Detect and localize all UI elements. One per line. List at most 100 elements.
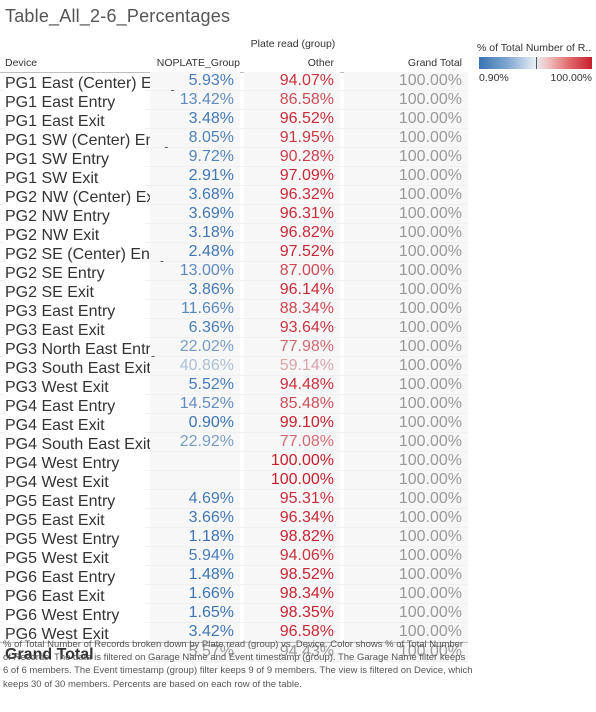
noplate-cell[interactable]: 11.66% [150,300,240,318]
other-cell[interactable]: 98.35% [244,604,340,622]
other-cell[interactable]: 77.98% [244,338,340,356]
grand-total-cell[interactable]: 100.00% [344,262,468,280]
other-cell[interactable]: 98.52% [244,566,340,584]
other-cell[interactable]: 94.48% [244,376,340,394]
grand-total-cell[interactable]: 100.00% [344,395,468,413]
device-label[interactable]: Grand Total [5,646,145,664]
grand-total-cell[interactable]: 100.00% [344,547,468,565]
other-cell[interactable]: 96.14% [244,281,340,299]
grand-total-cell[interactable]: 100.00% [344,319,468,337]
device-label[interactable]: PG4 West Exit [5,474,145,492]
device-label[interactable]: PG2 SE Exit [5,284,145,302]
noplate-cell[interactable]: 0.90% [150,414,240,432]
grand-total-cell[interactable]: 100.00% [344,300,468,318]
device-label[interactable]: PG5 East Exit [5,512,145,530]
noplate-cell[interactable]: 3.18% [150,224,240,242]
noplate-cell[interactable]: 3.68% [150,186,240,204]
other-cell[interactable]: 59.14% [244,357,340,375]
device-label[interactable]: PG2 NW Exit [5,227,145,245]
noplate-cell[interactable]: 5.52% [150,376,240,394]
grand-total-cell[interactable]: 100.00% [344,281,468,299]
device-label[interactable]: PG2 SE Entry [5,265,145,283]
noplate-cell[interactable]: 5.57% [150,643,240,661]
grand-total-cell[interactable]: 100.00% [344,623,468,641]
noplate-cell[interactable]: 8.05% [150,129,240,147]
header-other[interactable]: Other [307,57,334,69]
grand-total-cell[interactable]: 100.00% [344,566,468,584]
other-cell[interactable]: 95.31% [244,490,340,508]
noplate-cell[interactable]: 1.48% [150,566,240,584]
other-cell[interactable]: 77.08% [244,433,340,451]
grand-total-cell[interactable]: 100.00% [344,72,468,90]
noplate-cell[interactable]: 5.94% [150,547,240,565]
other-cell[interactable]: 85.48% [244,395,340,413]
noplate-cell[interactable]: 2.91% [150,167,240,185]
other-cell[interactable]: 96.32% [244,186,340,204]
other-cell[interactable]: 91.95% [244,129,340,147]
grand-total-cell[interactable]: 100.00% [344,167,468,185]
grand-total-cell[interactable]: 100.00% [344,110,468,128]
other-cell[interactable]: 97.09% [244,167,340,185]
noplate-cell[interactable]: 22.92% [150,433,240,451]
grand-total-cell[interactable]: 100.00% [344,509,468,527]
noplate-cell[interactable]: 9.72% [150,148,240,166]
legend-color-bar[interactable] [479,57,592,69]
device-label[interactable]: PG6 East Entry [5,569,145,587]
other-cell[interactable]: 94.07% [244,72,340,90]
grand-total-cell[interactable]: 100.00% [344,585,468,603]
other-cell[interactable]: 98.82% [244,528,340,546]
device-label[interactable]: PG3 East Entry [5,303,145,321]
header-device[interactable]: Device [5,57,38,69]
other-cell[interactable]: 90.28% [244,148,340,166]
device-label[interactable]: PG4 South East Exit [5,436,151,454]
noplate-cell[interactable]: 22.02% [150,338,240,356]
grand-total-cell[interactable]: 100.00% [344,528,468,546]
device-label[interactable]: PG3 West Exit [5,379,145,397]
noplate-cell[interactable]: 1.66% [150,585,240,603]
grand-total-cell[interactable]: 100.00% [344,414,468,432]
grand-total-cell[interactable]: 100.00% [344,148,468,166]
noplate-cell[interactable]: 6.36% [150,319,240,337]
device-label[interactable]: PG1 East (Center) Entry [5,75,179,93]
other-cell[interactable]: 97.52% [244,243,340,261]
other-cell[interactable]: 100.00% [244,452,340,470]
noplate-cell[interactable]: 1.18% [150,528,240,546]
grand-total-cell[interactable]: 100.00% [344,452,468,470]
grand-total-cell[interactable]: 100.00% [344,129,468,147]
grand-total-cell[interactable]: 100.00% [344,357,468,375]
device-label[interactable]: PG1 SW Entry [5,151,145,169]
noplate-cell[interactable]: 4.69% [150,490,240,508]
other-cell[interactable]: 93.64% [244,319,340,337]
device-label[interactable]: PG5 East Entry [5,493,145,511]
other-cell[interactable]: 100.00% [244,471,340,489]
grand-total-cell[interactable]: 100.00% [344,224,468,242]
noplate-cell[interactable]: 5.93% [150,72,240,90]
noplate-cell[interactable]: 13.00% [150,262,240,280]
device-label[interactable]: PG4 West Entry [5,455,145,473]
device-label[interactable]: PG3 East Exit [5,322,145,340]
grand-total-cell[interactable]: 100.00% [344,604,468,622]
other-cell[interactable]: 96.58% [244,623,340,641]
noplate-cell[interactable]: 14.52% [150,395,240,413]
noplate-cell[interactable]: 3.86% [150,281,240,299]
grand-total-cell[interactable]: 100.00% [344,205,468,223]
device-label[interactable]: PG2 NW (Center) Exit [5,189,163,207]
device-label[interactable]: PG3 North East Entry [5,341,159,359]
device-label[interactable]: PG1 SW Exit [5,170,145,188]
device-label[interactable]: PG4 East Entry [5,398,145,416]
grand-total-cell[interactable]: 100.00% [344,471,468,489]
other-cell[interactable]: 96.31% [244,205,340,223]
other-cell[interactable]: 96.34% [244,509,340,527]
grand-total-cell[interactable]: 100.00% [344,186,468,204]
other-cell[interactable]: 86.58% [244,91,340,109]
header-noplate[interactable]: NOPLATE_Group [156,57,240,69]
noplate-cell[interactable]: 3.69% [150,205,240,223]
device-label[interactable]: PG2 NW Entry [5,208,145,226]
noplate-cell[interactable]: 1.65% [150,604,240,622]
device-label[interactable]: PG6 East Exit [5,588,145,606]
other-cell[interactable]: 96.82% [244,224,340,242]
header-grand-total[interactable]: Grand Total [407,57,462,69]
noplate-cell[interactable]: 2.48% [150,243,240,261]
other-cell[interactable]: 98.34% [244,585,340,603]
noplate-cell[interactable]: 3.66% [150,509,240,527]
